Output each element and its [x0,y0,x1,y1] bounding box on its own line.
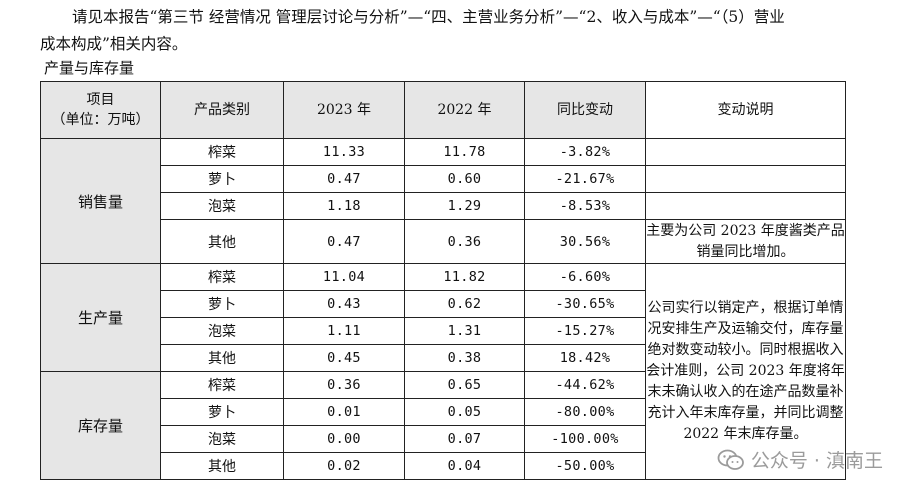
cell-yoy: 30.56% [524,219,646,264]
cell-2023: 0.45 [283,344,405,372]
table-row: 萝卜 0.43 0.62 -30.65% [41,290,846,318]
cell-2022: 11.78 [404,138,525,166]
cell-category: 萝卜 [160,290,284,318]
cell-2023: 0.01 [283,398,405,426]
watermark-text: 公众号 · 滇南王 [750,450,883,472]
cell-category: 其他 [160,344,284,372]
cell-yoy: -15.27% [524,317,646,345]
cell-note-empty [645,192,846,220]
table-row: 泡菜 0.00 0.07 -100.00% [41,425,846,453]
group-sales: 销售量 [40,138,161,264]
cell-2023: 0.02 [283,452,405,480]
cell-2022: 0.60 [404,165,525,193]
cell-note-production-inventory: 公司实行以销定产，根据订单情况安排生产及运输交付，库存量绝对数变动较小。同时根据… [645,263,846,480]
cell-yoy: -3.82% [524,138,646,166]
cell-2022: 0.05 [404,398,525,426]
cell-2022: 11.82 [404,263,525,291]
cell-category: 泡菜 [160,192,284,220]
table-row: 泡菜 1.18 1.29 -8.53% [41,192,846,220]
cell-2022: 0.65 [404,371,525,399]
cell-yoy: -30.65% [524,290,646,318]
header-row: 项目 （单位：万吨） 产品类别 2023 年 2022 年 同比变动 变动说明 [40,81,846,139]
table-row: 库存量 榨菜 0.36 0.65 -44.62% [40,371,846,480]
table-row: 萝卜 0.01 0.05 -80.00% [41,398,846,426]
cell-category: 泡菜 [160,425,284,453]
table-row: 萝卜 0.47 0.60 -21.67% [41,165,846,193]
cell-2023: 11.33 [283,138,405,166]
cell-yoy: -6.60% [524,263,646,291]
cell-yoy: -8.53% [524,192,646,220]
cell-2023: 11.04 [283,263,405,291]
cell-category: 榨菜 [160,138,284,166]
header-item-line2: （单位：万吨） [51,112,150,128]
intro-line-1: 请见本报告“第三节 经营情况 管理层讨论与分析”—“四、主营业务分析”—“2、收… [72,8,785,26]
wechat-icon [717,449,744,470]
table-row: 销售量 榨菜 11.33 11.78 -3.82% [40,138,846,264]
cell-category: 榨菜 [160,263,284,291]
production-inventory-table: 项目 （单位：万吨） 产品类别 2023 年 2022 年 同比变动 变动说明 … [40,81,846,480]
cell-note-empty [645,138,846,166]
cell-2023: 1.18 [283,192,405,220]
cell-2022: 1.31 [404,317,525,345]
cell-2023: 0.47 [283,219,405,264]
watermark: 公众号 · 滇南王 [717,446,883,473]
header-note: 变动说明 [645,81,846,139]
cell-2022: 0.04 [404,452,525,480]
cell-category: 其他 [160,219,284,264]
cell-yoy: -21.67% [524,165,646,193]
table-row: 其他 0.47 0.36 30.56% 主要为公司 2023 年度酱类产品销量同… [41,219,846,264]
cell-category: 榨菜 [160,371,284,399]
cell-yoy: -44.62% [524,371,646,399]
cell-2022: 0.36 [404,219,525,264]
cell-yoy: -50.00% [524,452,646,480]
section-title: 产量与库存量 [44,59,135,77]
cell-2022: 0.38 [404,344,525,372]
cell-2022: 0.07 [404,425,525,453]
cell-2022: 0.62 [404,290,525,318]
group-inventory: 库存量 [40,371,161,480]
table-row: 其他 0.02 0.04 -50.00% [41,452,846,480]
header-2023: 2023 年 [283,81,405,139]
cell-category: 泡菜 [160,317,284,345]
header-yoy: 同比变动 [524,81,646,139]
intro-line-2: 成本构成”相关内容。 [40,35,188,53]
cell-2023: 0.47 [283,165,405,193]
cell-2023: 0.00 [283,425,405,453]
header-2022: 2022 年 [404,81,525,139]
cell-2023: 0.43 [283,290,405,318]
cell-note-empty [645,165,846,193]
cell-2023: 1.11 [283,317,405,345]
cell-yoy: -80.00% [524,398,646,426]
cell-yoy: 18.42% [524,344,646,372]
table-row: 其他 0.45 0.38 18.42% [41,344,846,372]
cell-2023: 0.36 [283,371,405,399]
cell-2022: 1.29 [404,192,525,220]
cell-category: 萝卜 [160,165,284,193]
cell-category: 萝卜 [160,398,284,426]
table-row: 生产量 榨菜 11.04 11.82 -6.60% 公司实行以销定产，根据订单情… [40,263,846,480]
table-row: 泡菜 1.11 1.31 -15.27% [41,317,846,345]
cell-category: 其他 [160,452,284,480]
header-item-line1: 项目 [86,92,115,108]
group-production: 生产量 [40,263,161,372]
cell-note-sales-other: 主要为公司 2023 年度酱类产品销量同比增加。 [645,219,846,264]
cell-yoy: -100.00% [524,425,646,453]
header-category: 产品类别 [160,81,284,139]
header-item: 项目 （单位：万吨） [40,81,161,139]
